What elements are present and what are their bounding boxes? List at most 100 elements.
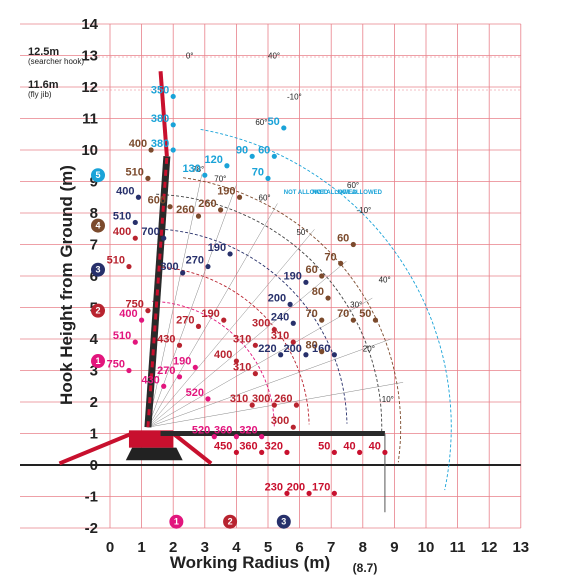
y-tick-label: 7	[90, 237, 98, 254]
load-point-label: 200	[287, 481, 305, 493]
config-badge-number: 1	[95, 356, 100, 366]
load-point-label: 510	[126, 166, 144, 178]
x-tick-label: 13	[512, 539, 529, 556]
load-point-marker	[293, 402, 300, 408]
load-point-label: 120	[205, 154, 223, 166]
boom-angle-label: 60°	[255, 118, 267, 127]
config-badge-number: 3	[95, 265, 100, 275]
load-point-label: 510	[113, 330, 131, 342]
load-point-marker	[290, 424, 296, 430]
load-point-label: 400	[129, 138, 147, 150]
config-badge	[91, 354, 105, 369]
config-badge	[91, 262, 105, 277]
reach-arc	[152, 300, 275, 428]
load-point-label: 190	[201, 308, 219, 320]
load-point-label: 190	[217, 185, 235, 197]
load-point-marker	[306, 490, 312, 496]
legend-badge-number: 2	[228, 517, 233, 527]
boom-angle-label: 20°	[363, 345, 375, 354]
load-point-label: 320	[265, 440, 283, 452]
load-point-label: 400	[119, 308, 137, 320]
boom-angle-ray	[147, 297, 373, 428]
load-point-label: 80	[305, 340, 317, 352]
x-tick-label: 7	[327, 539, 335, 556]
load-point-label: 50	[268, 116, 280, 128]
reach-arcs: 78° 70° 60° 50° 40° 30° 20° 10° -10° 0° 60° -10° 60°…	[147, 52, 452, 491]
load-point-label: 80	[312, 286, 324, 298]
y-tick-label: -1	[85, 489, 98, 506]
load-point-label: 190	[284, 270, 302, 282]
load-point-marker	[205, 396, 211, 402]
load-point-marker	[176, 342, 183, 348]
load-point-marker	[259, 449, 265, 455]
load-point-marker	[132, 339, 138, 345]
load-point-marker	[176, 374, 183, 380]
load-point-label: 260	[176, 204, 194, 216]
load-point-marker	[284, 490, 290, 496]
boom-angle-label: 30°	[350, 301, 362, 310]
x-tick-label: 9	[390, 539, 398, 556]
load-point-label: 400	[113, 226, 131, 238]
y-tick-label: 4	[90, 331, 99, 348]
radius-max-label: (8.7)	[353, 561, 378, 575]
load-point-label: 300	[271, 415, 289, 427]
load-point-marker	[357, 449, 363, 455]
load-point-label: 90	[236, 144, 248, 156]
load-point-label: 300	[160, 261, 178, 273]
load-point-marker	[303, 352, 309, 358]
boom-angle-ray	[147, 174, 203, 428]
load-point-label: 270	[157, 365, 175, 377]
config-badge-number: 4	[95, 221, 100, 231]
load-point-marker	[139, 317, 145, 323]
load-point-marker	[170, 147, 176, 153]
load-point-marker	[202, 172, 208, 178]
load-point-label: 320	[239, 425, 257, 437]
boom-angle-ray	[147, 260, 347, 428]
y-tick-label: 10	[81, 142, 98, 159]
y-tick-label: 0	[90, 457, 98, 474]
load-point-marker	[161, 383, 167, 389]
load-point-label: 310	[271, 330, 289, 342]
load-point-label: 230	[265, 481, 283, 493]
axis-ticks: 012345678910111213-2-1012345678910111213…	[81, 16, 529, 556]
load-point-marker	[331, 449, 337, 455]
load-point-marker	[284, 449, 290, 455]
config-badge-number: 5	[95, 170, 100, 180]
load-point-label: 430	[157, 333, 175, 345]
boom-angle-label: 70°	[214, 175, 226, 184]
load-point-label: 360	[214, 425, 232, 437]
load-point-marker	[382, 449, 388, 455]
load-point-label: 240	[271, 311, 289, 323]
load-point-marker	[132, 219, 138, 226]
crane-track	[125, 447, 183, 461]
x-axis-title: Working Radius (m)	[170, 553, 330, 572]
x-tick-label: 2	[169, 539, 177, 556]
boom-angle-label: -10°	[287, 93, 302, 102]
load-point-marker	[195, 213, 202, 219]
load-point-marker	[259, 434, 265, 440]
load-point-label: 270	[176, 314, 194, 326]
load-point-label: 300	[252, 393, 270, 405]
load-point-marker	[287, 301, 293, 307]
boom-angle-label: 60°	[259, 193, 271, 202]
x-tick-label: 4	[232, 539, 241, 556]
load-point-label: 40	[369, 440, 381, 452]
load-point-marker	[211, 434, 217, 440]
load-point-marker	[192, 364, 198, 370]
load-point-label: 60	[305, 264, 317, 276]
config-badge-number: 2	[95, 306, 100, 316]
load-point-label: 510	[113, 210, 131, 222]
load-point-marker	[271, 326, 277, 333]
load-point-marker	[350, 241, 356, 248]
x-tick-label: 5	[264, 539, 272, 556]
load-point-label: 310	[233, 362, 251, 374]
load-point-marker	[319, 349, 325, 355]
load-point-marker	[195, 323, 202, 329]
load-point-marker	[218, 207, 224, 213]
load-point-marker	[319, 317, 325, 323]
crane-boom-inner	[146, 156, 169, 428]
y-tick-label: 9	[90, 174, 98, 191]
boom-angle-ray	[147, 203, 278, 428]
not-allowed-label: NOT ALLOWED	[338, 190, 383, 196]
